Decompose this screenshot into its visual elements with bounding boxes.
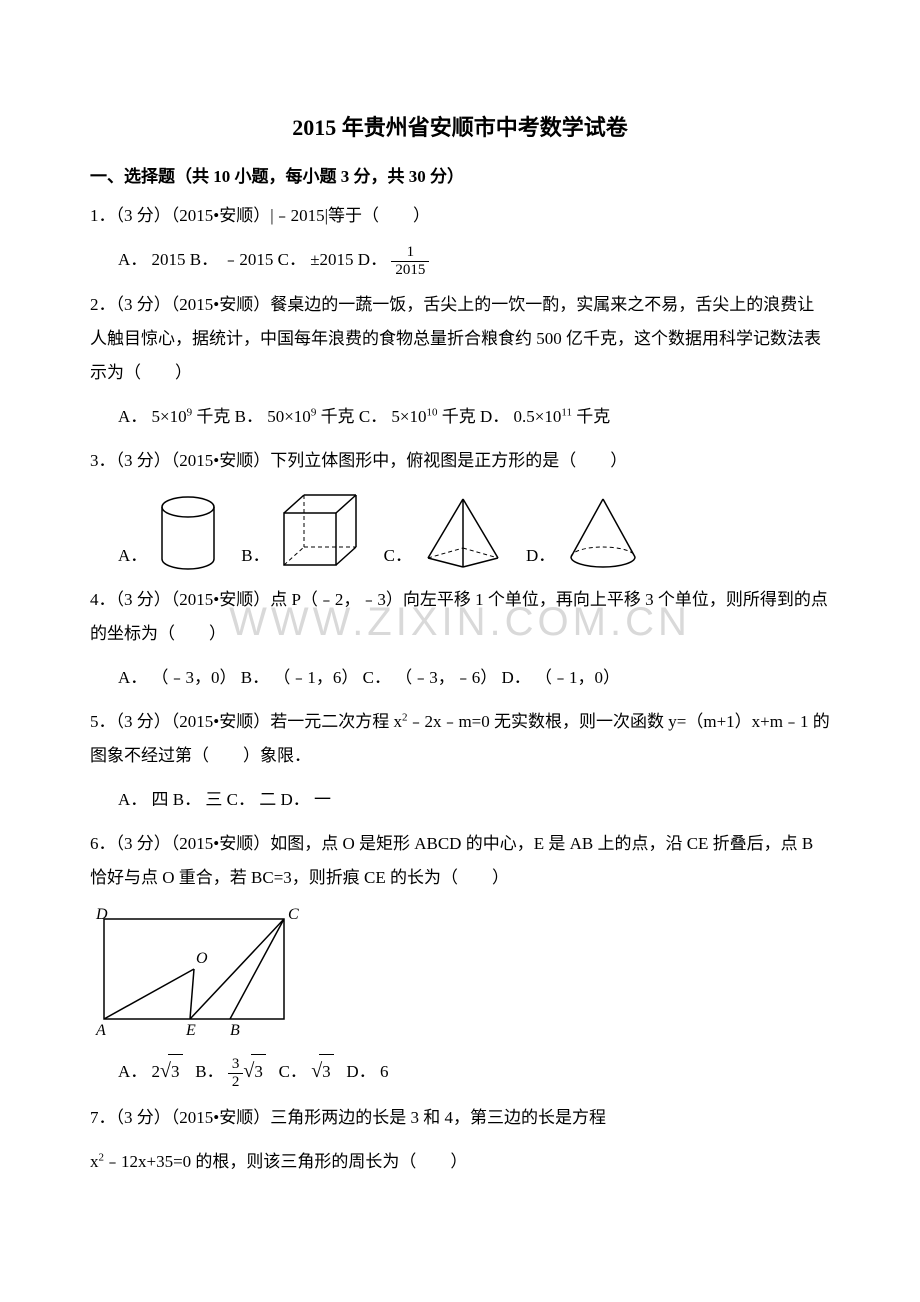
question-3-options: A． B． C． xyxy=(90,488,830,573)
option-label: A． xyxy=(118,539,147,573)
exponent: 11 xyxy=(561,406,572,418)
question-4-options: A． （﹣3，0） B． （﹣1，6） C． （﹣3，﹣6） D． （﹣1，0） xyxy=(90,661,830,695)
cube-icon xyxy=(276,488,366,573)
fraction-denominator: 2015 xyxy=(391,262,429,279)
text: 千克 xyxy=(192,407,230,426)
text: D． 0.5×10 xyxy=(480,407,561,426)
option-label: C． xyxy=(279,1062,307,1081)
q6-option-c: C． √3 xyxy=(279,1062,338,1081)
q6-option-d: D． 6 xyxy=(346,1062,388,1081)
q2-option-b: B． 50×109 千克 xyxy=(235,407,355,426)
q3-option-a: A． xyxy=(118,493,223,573)
question-1-options: A． 2015 B． ﹣2015 C． ±2015 D． 1 2015 xyxy=(90,243,830,278)
q3-option-c: C． xyxy=(384,493,508,573)
label-B: B xyxy=(230,1022,240,1039)
sqrt: √3 xyxy=(243,1051,265,1091)
option-label: A． xyxy=(118,1062,147,1081)
q2-option-d: D． 0.5×1011 千克 xyxy=(480,407,610,426)
pyramid-icon xyxy=(418,493,508,573)
q3-option-b: B． xyxy=(241,488,365,573)
text: ﹣12x+35=0 的根，则该三角形的周长为（ ） xyxy=(104,1152,467,1171)
q6-option-a: A． 2√3 xyxy=(118,1062,187,1081)
label-D: D xyxy=(95,906,108,923)
text: B． 50×10 xyxy=(235,407,311,426)
cone-icon xyxy=(561,493,646,573)
text: 千克 xyxy=(316,407,354,426)
radicand: 3 xyxy=(251,1054,266,1089)
question-6-options: A． 2√3 B． 3 2 √3 C． √3 D． 6 xyxy=(90,1051,830,1091)
question-6-figure: D C O A E B xyxy=(90,905,830,1045)
coefficient: 2 xyxy=(152,1062,161,1081)
q1-option-d-label: D． xyxy=(358,250,387,269)
option-label: D． xyxy=(526,539,555,573)
question-5-options: A． 四 B． 三 C． 二 D． 一 xyxy=(90,783,830,817)
text: 千克 xyxy=(572,407,610,426)
question-5-stem: 5．（3 分）（2015•安顺）若一元二次方程 x2﹣2x﹣m=0 无实数根，则… xyxy=(90,705,830,773)
q6-option-b: B． 3 2 √3 xyxy=(195,1062,270,1081)
question-2-options: A． 5×109 千克 B． 50×109 千克 C． 5×1010 千克 D．… xyxy=(90,400,830,434)
q2-option-a: A． 5×109 千克 xyxy=(118,407,230,426)
label-A: A xyxy=(95,1022,106,1039)
rectangle-fold-diagram: D C O A E B xyxy=(90,905,310,1045)
sqrt: √3 xyxy=(160,1051,182,1091)
q1-option-d-fraction: 1 2015 xyxy=(391,244,429,278)
sqrt: √3 xyxy=(311,1051,333,1091)
q1-option-a: A． 2015 xyxy=(118,250,186,269)
question-6-stem: 6．（3 分）（2015•安顺）如图，点 O 是矩形 ABCD 的中心，E 是 … xyxy=(90,827,830,895)
fraction-numerator: 1 xyxy=(391,244,429,262)
fraction-denominator: 2 xyxy=(228,1074,244,1091)
label-E: E xyxy=(185,1022,196,1039)
q1-option-b: B． ﹣2015 xyxy=(190,250,274,269)
fraction-numerator: 3 xyxy=(228,1056,244,1074)
q2-option-c: C． 5×1010 千克 xyxy=(359,407,476,426)
radicand: 3 xyxy=(168,1054,183,1089)
question-2-stem: 2．（3 分）（2015•安顺）餐桌边的一蔬一饭，舌尖上的一饮一酌，实属来之不易… xyxy=(90,288,830,390)
exponent: 10 xyxy=(427,406,438,418)
label-O: O xyxy=(196,950,208,967)
question-4-stem: 4．（3 分）（2015•安顺）点 P（﹣2，﹣3）向左平移 1 个单位，再向上… xyxy=(90,583,830,651)
fraction: 3 2 xyxy=(228,1056,244,1090)
q1-option-c: C． ±2015 xyxy=(278,250,354,269)
section-1-heading: 一、选择题（共 10 小题，每小题 3 分，共 30 分） xyxy=(90,162,830,187)
text: A． 5×10 xyxy=(118,407,187,426)
text: x xyxy=(90,1152,99,1171)
exam-page: WWW.ZIXIN.COM.CN 2015 年贵州省安顺市中考数学试卷 一、选择… xyxy=(0,0,920,1249)
cylinder-icon xyxy=(153,493,223,573)
text: 5．（3 分）（2015•安顺）若一元二次方程 x xyxy=(90,712,402,731)
option-label: C． xyxy=(384,539,412,573)
question-7-line1: 7．（3 分）（2015•安顺）三角形两边的长是 3 和 4，第三边的长是方程 xyxy=(90,1101,830,1135)
question-7-line2: x2﹣12x+35=0 的根，则该三角形的周长为（ ） xyxy=(90,1145,830,1179)
option-label: B． xyxy=(241,539,269,573)
label-C: C xyxy=(288,906,299,923)
exam-title: 2015 年贵州省安顺市中考数学试卷 xyxy=(90,110,830,142)
radicand: 3 xyxy=(319,1054,334,1089)
question-1-stem: 1．（3 分）（2015•安顺）|﹣2015|等于（ ） xyxy=(90,199,830,233)
q3-option-d: D． xyxy=(526,493,646,573)
option-label: B． xyxy=(195,1062,223,1081)
text: C． 5×10 xyxy=(359,407,427,426)
question-3-stem: 3．（3 分）（2015•安顺）下列立体图形中，俯视图是正方形的是（ ） xyxy=(90,444,830,478)
text: 千克 xyxy=(438,407,476,426)
